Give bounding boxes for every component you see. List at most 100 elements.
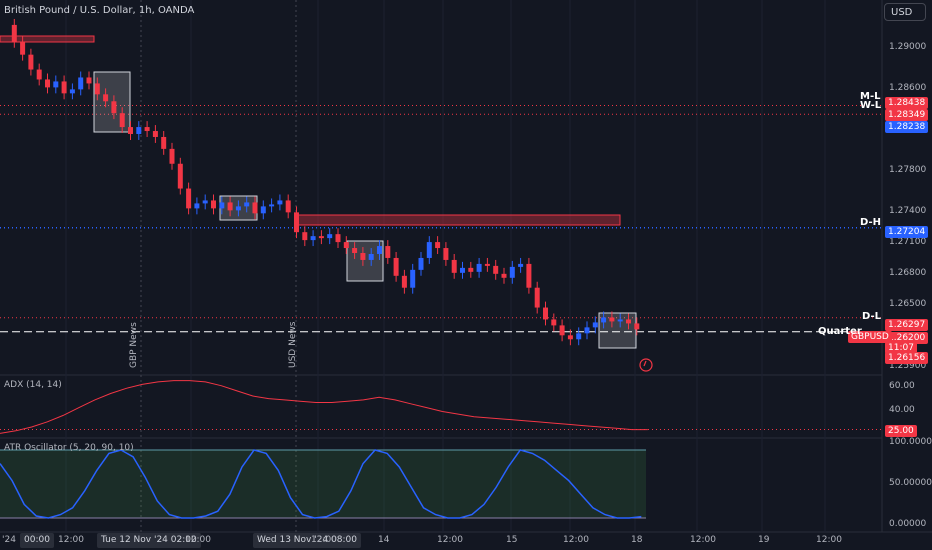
candle-body xyxy=(401,275,407,288)
candle-body xyxy=(318,236,324,239)
candle-body xyxy=(86,77,92,84)
atr-label: ATR Oscillator (5, 20, 90, 10) xyxy=(4,443,134,453)
price-tick: 1.27100 xyxy=(889,237,927,247)
time-label: 12:00 xyxy=(185,535,211,545)
candle-body xyxy=(211,200,216,209)
highlight-box xyxy=(598,312,637,349)
price-tag-quarter: 1.26156 xyxy=(885,352,929,364)
candle-body xyxy=(136,127,142,134)
price-tag-wl: 1.28349 xyxy=(885,109,929,121)
time-crosshair-box: Wed 13 Nov '24 08:00 xyxy=(253,533,361,548)
news-marker-gbp: GBP News xyxy=(129,322,139,368)
time-label: 12:00 xyxy=(690,535,716,545)
price-tag-dh: 1.27204 xyxy=(885,226,929,238)
candle-body xyxy=(94,83,100,95)
candle-body xyxy=(343,242,349,249)
currency-button[interactable]: USD xyxy=(884,3,926,21)
atr-tick: 100.00000 xyxy=(889,437,932,447)
candle-body xyxy=(543,307,548,320)
candle-body xyxy=(36,69,42,80)
candle-body xyxy=(518,263,524,267)
time-crosshair-box: Tue 12 Nov '24 02:00 xyxy=(97,533,201,548)
candle-body xyxy=(119,113,125,128)
adx-current-tag: 25.00 xyxy=(885,425,917,437)
candle-body xyxy=(451,259,457,273)
alert-clock-icon xyxy=(639,358,653,372)
level-label-quarter: Quarter xyxy=(818,326,862,337)
candle-body xyxy=(227,202,233,211)
time-label: 12:00 xyxy=(816,535,842,545)
price-tick: 1.26500 xyxy=(889,299,927,309)
candle-body xyxy=(277,200,283,205)
price-tag-dl: 1.26297 xyxy=(885,319,929,331)
level-label-wl: W-L xyxy=(860,100,882,111)
zone-rect xyxy=(296,214,621,226)
candle-body xyxy=(11,24,17,42)
alert-clock-icon xyxy=(643,360,647,367)
price-tick: 1.27400 xyxy=(889,206,927,216)
candle-body xyxy=(576,333,582,340)
candle-body xyxy=(69,89,75,94)
candle-body xyxy=(20,41,26,55)
price-tag-blue: 1.28238 xyxy=(885,121,929,133)
candle-body xyxy=(310,236,316,241)
time-label: 12:00 xyxy=(58,535,84,545)
level-label-ml: M-L xyxy=(860,91,881,102)
candle-body xyxy=(177,163,183,189)
time-label: 12:00 xyxy=(437,535,463,545)
candle-body xyxy=(244,202,250,207)
candle-body xyxy=(186,188,192,209)
price-tick: 1.27800 xyxy=(889,165,927,175)
candle-body xyxy=(161,136,167,149)
adx-label: ADX (14, 14) xyxy=(4,380,62,390)
candle-body xyxy=(352,248,358,253)
candle-body xyxy=(285,200,291,213)
candle-body xyxy=(111,101,117,114)
candle-body xyxy=(385,246,391,258)
candle-body xyxy=(294,212,299,233)
adx-tick: 60.00 xyxy=(889,381,915,391)
candle-body xyxy=(252,202,258,214)
atr-tick: 0.00000 xyxy=(889,519,927,529)
adx-line xyxy=(0,380,648,434)
candle-body xyxy=(435,242,441,249)
zone-rect xyxy=(0,35,95,43)
candle-body xyxy=(443,248,449,260)
candle-body xyxy=(169,148,175,164)
candle-body xyxy=(128,127,133,134)
price-tick: 1.26800 xyxy=(889,268,927,278)
time-label: 18 xyxy=(631,535,643,545)
time-label: 15 xyxy=(506,535,518,545)
time-label: '24 xyxy=(2,535,16,545)
symbol-tag: GBPUSD xyxy=(848,331,892,343)
candle-body xyxy=(260,206,266,214)
candle-body xyxy=(302,232,308,241)
adx-tick: 40.00 xyxy=(889,405,915,415)
price-tick: 1.29000 xyxy=(889,42,927,52)
candle-body xyxy=(476,263,482,272)
candle-body xyxy=(426,242,432,258)
countdown-tag: 11:07 xyxy=(885,342,917,354)
candle-body xyxy=(534,287,540,308)
candle-body xyxy=(368,253,374,260)
candle-body xyxy=(493,265,499,274)
chart-title: British Pound / U.S. Dollar, 1h, OANDA xyxy=(4,5,195,16)
candle-body xyxy=(202,200,208,204)
candle-body xyxy=(567,335,573,340)
candle-body xyxy=(509,266,515,278)
candle-body xyxy=(144,127,150,132)
candle-body xyxy=(601,317,607,323)
candle-body xyxy=(501,273,507,278)
candle-body xyxy=(235,206,241,211)
candle-body xyxy=(418,257,424,270)
candle-body xyxy=(152,131,158,137)
candle-body xyxy=(559,325,565,336)
candle-body xyxy=(584,327,590,334)
candle-body xyxy=(634,323,640,330)
candle-body xyxy=(393,257,399,276)
candle-body xyxy=(551,319,557,326)
price-tag-ml: 1.28438 xyxy=(885,97,929,109)
candle-body xyxy=(460,267,465,273)
candle-body xyxy=(78,77,84,90)
